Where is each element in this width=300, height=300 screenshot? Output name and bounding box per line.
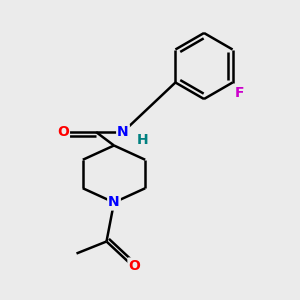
Text: O: O <box>57 125 69 139</box>
Text: N: N <box>117 125 129 139</box>
Text: O: O <box>128 259 140 272</box>
Text: F: F <box>234 86 244 100</box>
Text: N: N <box>108 196 120 209</box>
Text: H: H <box>137 133 148 146</box>
